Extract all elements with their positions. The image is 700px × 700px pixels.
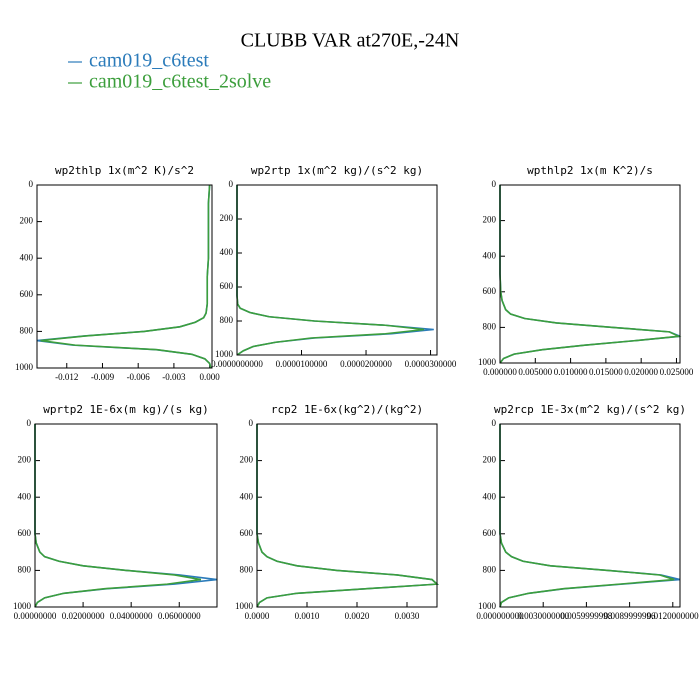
x-tick-label: 0.0000300000 bbox=[405, 359, 457, 369]
y-tick-label: 0 bbox=[27, 418, 32, 428]
y-tick-label: 800 bbox=[240, 564, 254, 574]
y-tick-label: 1000 bbox=[13, 601, 32, 611]
x-tick-label: 0.0000 bbox=[245, 611, 270, 621]
profile-line bbox=[34, 424, 202, 608]
profile-line bbox=[499, 424, 675, 608]
legend-label: cam019_c6test bbox=[89, 50, 209, 72]
plot-frame bbox=[499, 423, 681, 608]
panel-title: wp2rtp 1x(m^2 kg)/(s^2 kg) bbox=[251, 164, 423, 177]
panel-title: wp2thlp 1x(m^2 K)/s^2 bbox=[55, 164, 194, 177]
x-tick-label: 0.025000 bbox=[660, 367, 694, 377]
profile-line bbox=[256, 424, 439, 608]
y-tick-label: 200 bbox=[18, 455, 32, 465]
y-tick-label: 1000 bbox=[215, 349, 234, 359]
x-tick-label: 0.000000 bbox=[483, 367, 517, 377]
y-tick-label: 600 bbox=[220, 281, 234, 291]
panel-title: wpthlp2 1x(m K^2)/s bbox=[527, 164, 653, 177]
profile-line bbox=[236, 185, 434, 356]
y-tick-label: 400 bbox=[483, 250, 497, 260]
y-tick-label: 0 bbox=[249, 418, 254, 428]
y-tick-label: 600 bbox=[240, 528, 254, 538]
y-tick-label: 600 bbox=[483, 286, 497, 296]
y-tick-label: 600 bbox=[18, 528, 32, 538]
y-tick-label: 400 bbox=[483, 491, 497, 501]
x-tick-label: 0.000000000 bbox=[476, 611, 524, 621]
profile-line bbox=[40, 184, 212, 369]
x-tick-label: -0.012 bbox=[55, 372, 78, 382]
figure-title: CLUBB VAR at270E,-24N bbox=[241, 30, 460, 52]
y-tick-label: 800 bbox=[483, 564, 497, 574]
y-tick-label: 800 bbox=[20, 325, 34, 335]
x-tick-label: 0.02000000 bbox=[62, 611, 105, 621]
y-tick-label: 800 bbox=[220, 315, 234, 325]
y-tick-label: 200 bbox=[483, 455, 497, 465]
y-tick-label: 200 bbox=[20, 216, 34, 226]
profile-line bbox=[256, 424, 439, 608]
x-tick-label: 0.00000000 bbox=[14, 611, 57, 621]
panel-title: rcp2 1E-6x(kg^2)/(kg^2) bbox=[271, 403, 423, 416]
x-tick-label: 0.0089999996 bbox=[604, 611, 656, 621]
y-tick-label: 0 bbox=[29, 179, 34, 189]
y-tick-label: 400 bbox=[20, 252, 34, 262]
x-tick-label: 0.0010 bbox=[295, 611, 320, 621]
panel-title: wprtp2 1E-6x(m kg)/(s kg) bbox=[43, 403, 209, 416]
x-tick-label: 0.010000 bbox=[554, 367, 588, 377]
y-tick-label: 600 bbox=[483, 528, 497, 538]
plot-frame bbox=[256, 423, 438, 608]
x-tick-label: 0.0000100000 bbox=[276, 359, 328, 369]
profile-line bbox=[34, 424, 218, 608]
x-tick-label: -0.006 bbox=[127, 372, 151, 382]
profile-line bbox=[499, 185, 682, 364]
profile-line bbox=[499, 424, 681, 608]
plot-frame bbox=[236, 184, 438, 356]
y-tick-label: 400 bbox=[240, 491, 254, 501]
y-tick-label: 1000 bbox=[15, 362, 34, 372]
x-tick-label: -0.009 bbox=[91, 372, 115, 382]
profile-line bbox=[236, 185, 425, 356]
y-tick-label: 200 bbox=[220, 213, 234, 223]
y-tick-label: 800 bbox=[18, 564, 32, 574]
y-tick-label: 1000 bbox=[235, 601, 254, 611]
legend-label: cam019_c6test_2solve bbox=[89, 71, 271, 93]
y-tick-label: 0 bbox=[229, 179, 234, 189]
profile-line bbox=[499, 185, 681, 364]
x-tick-label: 0.04000000 bbox=[110, 611, 153, 621]
x-tick-label: 0.0000200000 bbox=[340, 359, 392, 369]
plot-frame bbox=[34, 423, 218, 608]
y-tick-label: 400 bbox=[220, 247, 234, 257]
x-tick-label: 0.0030000000 bbox=[517, 611, 569, 621]
profile-line bbox=[36, 184, 212, 369]
plot-frame bbox=[36, 184, 213, 369]
x-tick-label: 0.0020 bbox=[345, 611, 370, 621]
x-tick-label: 0.015000 bbox=[589, 367, 623, 377]
y-tick-label: 600 bbox=[20, 289, 34, 299]
x-tick-label: 0.0030 bbox=[395, 611, 420, 621]
x-tick-label: 0.005000 bbox=[518, 367, 552, 377]
y-tick-label: 1000 bbox=[478, 601, 497, 611]
y-tick-label: 1000 bbox=[478, 357, 497, 367]
y-tick-label: 200 bbox=[240, 455, 254, 465]
y-tick-label: 0 bbox=[492, 418, 497, 428]
x-tick-label: 0.0000000000 bbox=[211, 359, 263, 369]
y-tick-label: 200 bbox=[483, 215, 497, 225]
y-tick-label: 800 bbox=[483, 321, 497, 331]
plot-frame bbox=[499, 184, 681, 364]
x-tick-label: -0.003 bbox=[162, 372, 186, 382]
x-tick-label: 0.0120000000 bbox=[647, 611, 699, 621]
x-tick-label: 0.020000 bbox=[624, 367, 658, 377]
x-tick-label: 0.06000000 bbox=[158, 611, 201, 621]
panel-title: wp2rcp 1E-3x(m^2 kg)/(s^2 kg) bbox=[494, 403, 686, 416]
y-tick-label: 0 bbox=[492, 179, 497, 189]
x-tick-label: 0.000 bbox=[199, 372, 220, 382]
y-tick-label: 400 bbox=[18, 491, 32, 501]
x-tick-label: 0.0059999998 bbox=[561, 611, 613, 621]
